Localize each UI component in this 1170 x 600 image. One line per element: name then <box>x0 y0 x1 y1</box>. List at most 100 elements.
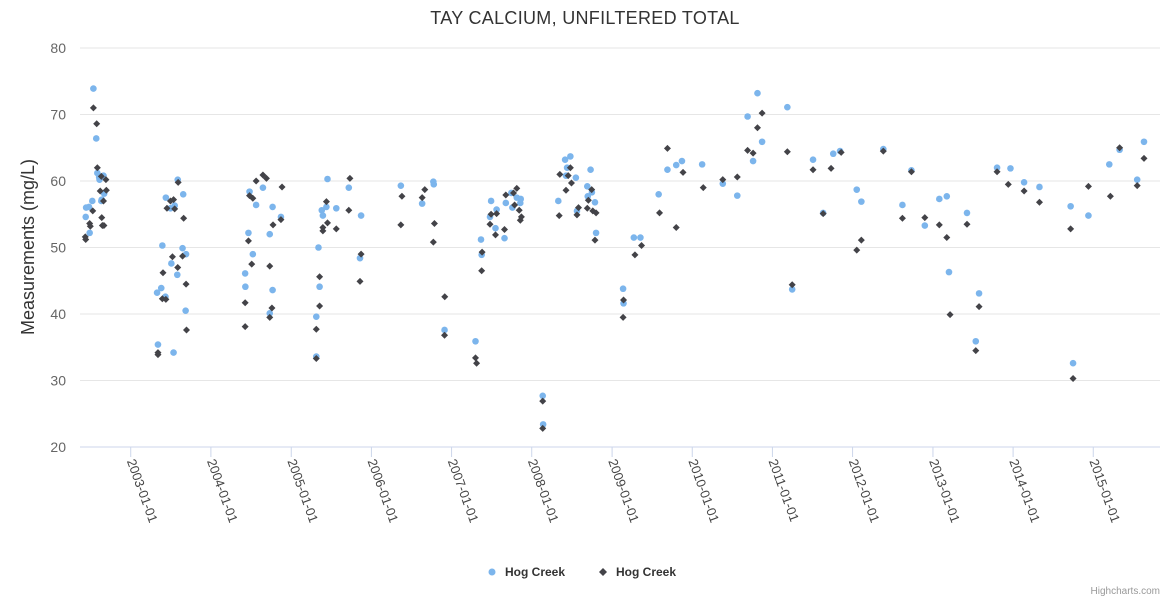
data-point[interactable] <box>663 144 671 152</box>
data-point[interactable] <box>556 170 564 178</box>
data-point[interactable] <box>357 212 365 219</box>
data-point[interactable] <box>993 164 1001 171</box>
data-point[interactable] <box>853 186 861 193</box>
data-point[interactable] <box>733 173 741 181</box>
legend-item-series-1[interactable]: Hog Creek <box>488 565 566 579</box>
data-point[interactable] <box>809 156 817 164</box>
data-point[interactable] <box>587 166 594 173</box>
data-point[interactable] <box>749 157 757 165</box>
data-point[interactable] <box>655 191 662 198</box>
data-point[interactable] <box>182 280 190 288</box>
data-point[interactable] <box>487 197 495 205</box>
data-point[interactable] <box>266 310 274 317</box>
data-point[interactable] <box>430 181 438 188</box>
data-point[interactable] <box>837 148 845 156</box>
data-point[interactable] <box>1140 138 1148 146</box>
data-point[interactable] <box>89 104 97 112</box>
data-point[interactable] <box>322 198 330 206</box>
data-point[interactable] <box>312 355 320 363</box>
data-point[interactable] <box>502 199 510 207</box>
data-point[interactable] <box>332 225 340 233</box>
data-point[interactable] <box>98 214 106 222</box>
data-point[interactable] <box>510 189 518 197</box>
data-point[interactable] <box>583 183 591 190</box>
data-point[interactable] <box>561 156 569 164</box>
data-point[interactable] <box>472 337 479 345</box>
data-point[interactable] <box>539 421 547 428</box>
data-point[interactable] <box>252 177 260 185</box>
data-point[interactable] <box>397 182 405 189</box>
data-point[interactable] <box>1036 183 1043 191</box>
data-point[interactable] <box>899 201 906 209</box>
data-point[interactable] <box>555 197 562 205</box>
data-point[interactable] <box>418 194 426 202</box>
data-point[interactable] <box>963 220 971 228</box>
data-point[interactable] <box>269 203 276 211</box>
data-point[interactable] <box>935 221 943 229</box>
data-point[interactable] <box>241 270 249 277</box>
data-point[interactable] <box>97 172 105 180</box>
data-point[interactable] <box>418 200 426 207</box>
data-point[interactable] <box>477 236 485 243</box>
data-point[interactable] <box>473 359 481 367</box>
data-point[interactable] <box>173 271 181 279</box>
data-point[interactable] <box>1020 179 1028 186</box>
credits-link[interactable]: Highcharts.com <box>1091 586 1160 597</box>
data-point[interactable] <box>583 204 591 212</box>
data-point[interactable] <box>441 293 449 301</box>
data-point[interactable] <box>592 229 600 237</box>
data-point[interactable] <box>637 234 644 241</box>
data-point[interactable] <box>171 205 179 213</box>
data-point[interactable] <box>963 209 971 217</box>
data-point[interactable] <box>945 268 953 276</box>
data-point[interactable] <box>159 269 167 277</box>
data-point[interactable] <box>478 248 486 256</box>
data-point[interactable] <box>744 113 751 120</box>
data-point[interactable] <box>584 196 592 204</box>
data-point[interactable] <box>179 191 187 198</box>
data-point[interactable] <box>620 296 628 304</box>
data-point[interactable] <box>430 220 438 228</box>
data-point[interactable] <box>993 168 1001 176</box>
data-point[interactable] <box>86 229 93 237</box>
data-point[interactable] <box>277 216 285 224</box>
data-point[interactable] <box>312 325 320 333</box>
data-point[interactable] <box>784 103 791 111</box>
data-point[interactable] <box>99 197 107 205</box>
data-point[interactable] <box>819 210 827 218</box>
data-point[interactable] <box>664 166 671 173</box>
data-point[interactable] <box>93 164 101 172</box>
data-point[interactable] <box>1106 192 1114 200</box>
data-point[interactable] <box>515 206 523 214</box>
data-point[interactable] <box>500 226 508 234</box>
data-point[interactable] <box>312 313 320 320</box>
data-point[interactable] <box>241 323 249 331</box>
data-point[interactable] <box>153 289 161 297</box>
data-point[interactable] <box>566 164 574 172</box>
data-point[interactable] <box>1105 161 1113 168</box>
data-point[interactable] <box>170 196 178 204</box>
data-point[interactable] <box>180 214 188 222</box>
data-point[interactable] <box>539 424 547 432</box>
data-point[interactable] <box>319 224 327 232</box>
data-point[interactable] <box>1084 182 1092 190</box>
data-point[interactable] <box>678 157 686 165</box>
data-point[interactable] <box>749 149 757 157</box>
data-point[interactable] <box>588 186 596 194</box>
data-point[interactable] <box>266 262 274 270</box>
data-point[interactable] <box>829 150 837 158</box>
data-point[interactable] <box>1069 359 1077 367</box>
data-point[interactable] <box>827 164 835 172</box>
data-point[interactable] <box>1067 225 1075 233</box>
data-point[interactable] <box>315 244 322 251</box>
data-point[interactable] <box>244 237 252 245</box>
data-point[interactable] <box>90 85 97 92</box>
data-point[interactable] <box>486 220 494 228</box>
data-point[interactable] <box>972 337 980 345</box>
data-point[interactable] <box>619 285 627 293</box>
data-point[interactable] <box>248 260 256 268</box>
data-point[interactable] <box>857 236 865 244</box>
data-point[interactable] <box>262 174 270 182</box>
data-point[interactable] <box>572 174 580 181</box>
data-point[interactable] <box>316 283 323 291</box>
